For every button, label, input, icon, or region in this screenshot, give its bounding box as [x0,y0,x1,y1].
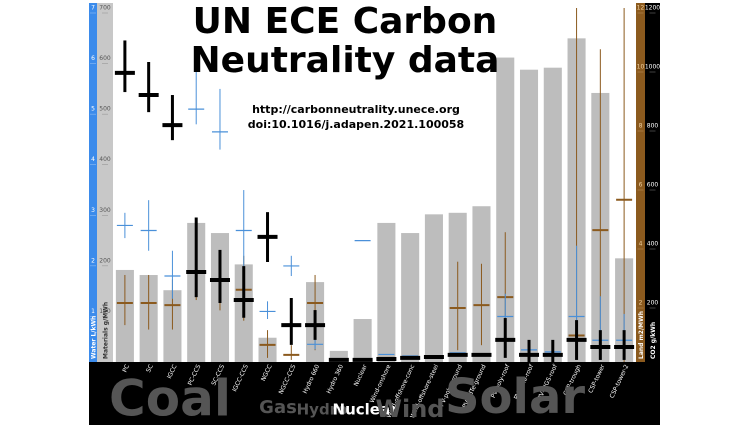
tick-label: 600 [99,55,111,62]
axis-title: Land m2/MWh [638,311,645,359]
chart-title: Neutrality data [191,40,500,81]
tick-label: 10 [637,64,645,71]
axis-title: CO2 g/kWh [650,322,657,359]
annotation: http://carbonneutrality.unece.org [252,103,460,116]
tick-label: 800 [647,123,659,130]
tick-label: 5 [91,106,95,113]
tick-label: 8 [639,123,643,130]
tick-label: 4 [91,156,95,163]
annotation: doi:10.1016/j.adapen.2021.100058 [248,118,464,131]
category-band [89,362,660,425]
group-label: Gas [259,397,297,418]
tick-label: 100 [99,308,111,315]
tick-label: 200 [647,300,659,307]
materials-axis-strip [97,3,113,362]
x-tick-label: PC [121,364,131,374]
tick-label: 1 [91,308,95,315]
bar [329,350,348,362]
land-axis-strip [636,3,645,362]
tick-label: 6 [639,182,643,189]
bar [401,233,420,362]
tick-label: 300 [99,207,111,214]
tick-label: 400 [647,241,659,248]
tick-label: 1200 [645,5,660,12]
tick-label: 200 [99,257,111,264]
group-label: Solar [445,369,585,425]
tick-label: 600 [647,182,659,189]
tick-label: 7 [91,5,95,12]
tick-label: 500 [99,106,111,113]
bar [496,57,515,363]
x-tick-label: SC [145,364,155,374]
tick-label: 2 [91,257,95,264]
water-axis-strip [89,3,97,362]
tick-label: 2 [639,300,643,307]
axis-title: Water L/kWh [91,316,98,359]
group-label: Hydro [297,401,348,419]
group-label: Wind [376,395,445,423]
group-label: Nuclear [333,401,399,419]
tick-label: 4 [639,241,643,248]
bar [519,69,539,362]
tick-label: 3 [91,207,95,214]
bar [377,222,396,362]
bar [424,214,443,362]
tick-label: 400 [99,156,111,163]
tick-label: 12 [637,5,645,12]
group-label: Coal [109,370,231,425]
axis-title: Materials g/MWh [103,302,110,359]
chart-title: UN ECE Carbon [193,1,498,42]
tick-label: 1000 [645,64,660,71]
tick-label: 700 [99,5,111,12]
tick-label: 6 [91,55,95,62]
co2-axis-strip [645,3,660,362]
bar [543,67,562,362]
plot [114,8,635,363]
bar [353,319,372,362]
